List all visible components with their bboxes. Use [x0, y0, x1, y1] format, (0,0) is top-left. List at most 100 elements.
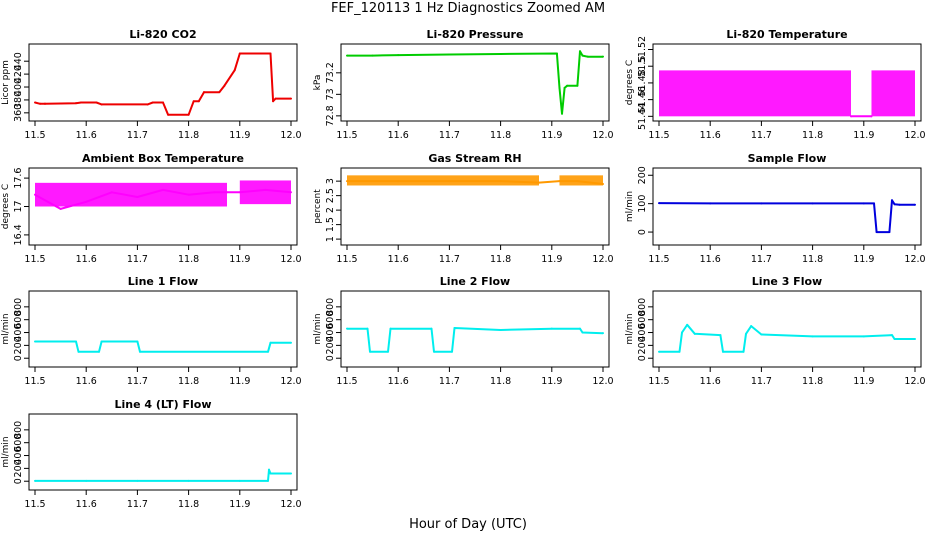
x-tick-label: 11.6 [76, 499, 97, 510]
data-point [269, 52, 272, 55]
y-tick-label: 200 [13, 336, 24, 354]
y-tick-label: 400 [637, 323, 648, 341]
y-tick-label: 380 [13, 91, 24, 109]
data-point [371, 54, 374, 57]
y-tick-label: 51.44 [637, 103, 648, 130]
data-point [44, 102, 47, 105]
panel-2: Li-820 Pressure 11.5 11.6 11.7 11.8 11.9 12.0 7… [313, 28, 614, 141]
data-point [602, 55, 604, 58]
data-point [890, 334, 893, 337]
data-point [218, 91, 221, 94]
y-tick-label: 3 [325, 178, 336, 184]
y-tick-label: 600 [325, 311, 336, 329]
data-point [346, 54, 348, 57]
data-point [658, 202, 660, 205]
y-tick-label: 0 [13, 355, 24, 361]
x-tick-label: 11.6 [388, 376, 409, 387]
data-point [274, 97, 277, 100]
y-axis-label: ml/min [313, 313, 323, 344]
y-tick-label: 200 [637, 166, 648, 184]
panel-title: Line 1 Flow [128, 275, 198, 288]
data-point [893, 203, 896, 206]
data-point [760, 333, 763, 336]
y-tick-label: 51.48 [637, 69, 648, 96]
data-point [389, 327, 392, 330]
y-tick-label: 0 [637, 229, 648, 235]
y-tick-label: 100 [637, 195, 648, 213]
noise-band [659, 70, 851, 117]
y-tick-label: 1 [325, 236, 336, 242]
x-tick-label: 11.7 [127, 130, 148, 141]
y-tick-label: 400 [13, 323, 24, 341]
x-tick-label: 11.7 [751, 130, 772, 141]
data-point [581, 54, 584, 57]
y-tick-label: 51.46 [637, 86, 648, 113]
y-tick-label: 200 [325, 336, 336, 354]
data-point [578, 327, 581, 330]
data-point [202, 91, 205, 94]
data-point [74, 340, 77, 343]
data-point [238, 191, 241, 194]
data-point [290, 341, 292, 344]
x-tick-label: 11.8 [802, 130, 823, 141]
y-tick-label: 72.8 [325, 105, 336, 126]
data-point [576, 180, 579, 183]
data-point [397, 180, 400, 183]
x-tick-label: 11.5 [24, 376, 45, 387]
data-point [226, 191, 228, 194]
y-tick-label: 440 [13, 52, 24, 70]
data-point [290, 191, 292, 194]
x-tick-label: 11.7 [439, 254, 460, 265]
data-point [187, 479, 190, 482]
panel-4: Ambient Box Temperature 11.5 11.6 11.7 11.8 1… [1, 152, 302, 265]
panel-8: Line 2 Flow 11.5 11.6 11.7 11.8 11.9 12.0 02004… [313, 275, 614, 387]
data-point [888, 231, 891, 234]
y-axis-label: ml/min [1, 436, 11, 467]
x-tick-label: 11.8 [178, 254, 199, 265]
data-point [914, 337, 916, 340]
data-point [448, 53, 451, 56]
series-line [347, 180, 604, 185]
x-tick-label: 11.8 [178, 376, 199, 387]
data-point [709, 202, 712, 205]
x-tick-label: 11.6 [388, 254, 409, 265]
data-point [267, 468, 270, 471]
plot-frame [28, 43, 298, 122]
data-point [187, 193, 190, 196]
y-tick-label: 420 [13, 65, 24, 83]
panel-1: Li-820 CO2 11.5 11.6 11.7 11.8 11.9 12.0 360380… [1, 28, 302, 141]
data-point [238, 479, 241, 482]
data-point [550, 327, 553, 330]
data-point [34, 193, 36, 196]
panel-title: Gas Stream RH [428, 152, 521, 165]
x-tick-label: 11.7 [751, 254, 772, 265]
y-tick-label: 0 [637, 355, 648, 361]
plot-frame [340, 290, 610, 368]
panel-3: Li-820 Temperature 11.5 11.6 11.7 11.8 11.9 12… [625, 28, 926, 141]
y-tick-label: 200 [637, 336, 648, 354]
data-point [136, 340, 139, 343]
data-point [95, 101, 98, 104]
data-point [100, 340, 103, 343]
x-tick-label: 11.8 [490, 130, 511, 141]
data-point [678, 350, 681, 353]
data-point [433, 350, 436, 353]
y-tick-label: 360 [13, 104, 24, 122]
data-point [269, 472, 272, 475]
panel-7: Line 1 Flow 11.5 11.6 11.7 11.8 11.9 12.0 02004… [1, 275, 302, 387]
data-point [110, 191, 113, 194]
data-point [34, 101, 36, 104]
x-tick-label: 12.0 [904, 130, 925, 141]
x-tick-label: 11.9 [541, 376, 562, 387]
series-line [34, 52, 291, 116]
panel-9: Line 3 Flow 11.5 11.6 11.7 11.8 11.9 12.0 02004… [625, 275, 926, 387]
data-point [561, 112, 564, 115]
y-tick-label: 0 [325, 355, 336, 361]
y-tick-label: 51.52 [637, 36, 648, 63]
x-tick-label: 11.5 [648, 130, 669, 141]
data-point [558, 86, 561, 89]
x-tick-label: 11.6 [76, 376, 97, 387]
noise-band [559, 175, 603, 186]
noise-band [35, 182, 227, 207]
data-point [499, 52, 502, 55]
